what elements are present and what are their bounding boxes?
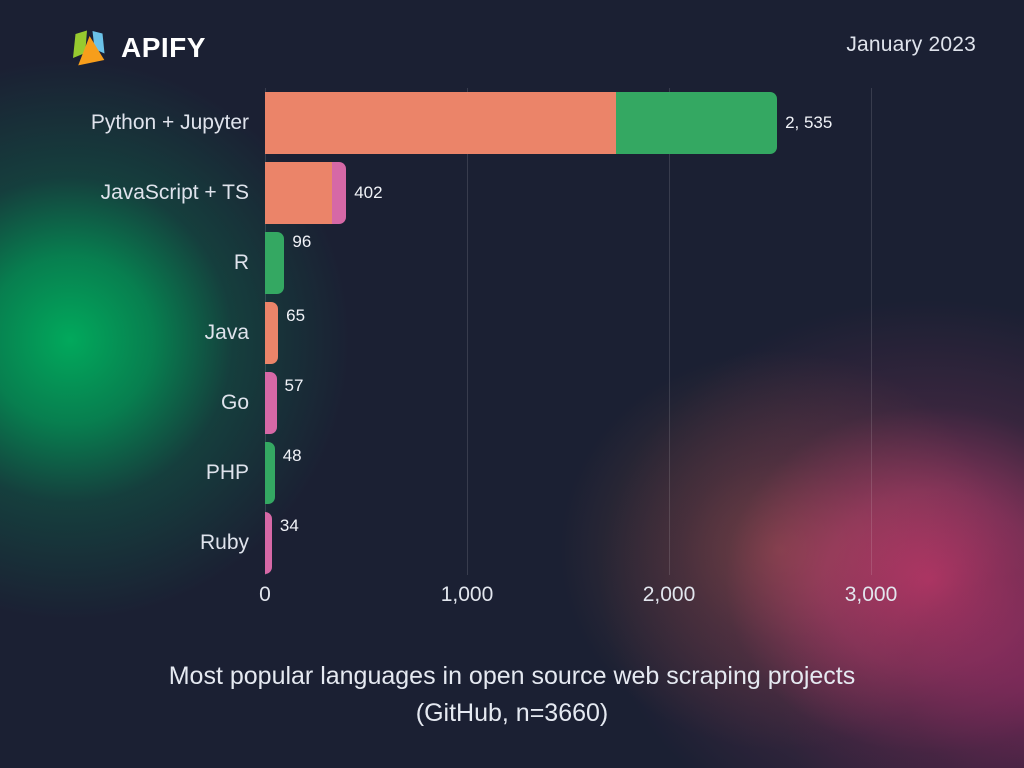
bar-segment	[331, 162, 347, 224]
category-label: PHP	[205, 461, 249, 484]
bar[interactable]	[265, 232, 285, 294]
category-label: Ruby	[199, 531, 249, 554]
bar-segment	[265, 92, 617, 154]
category-label: R	[233, 251, 249, 274]
bar-segment	[265, 512, 272, 574]
bar-segment	[616, 92, 778, 154]
bar-value-label: 34	[279, 516, 299, 535]
x-axis-tick-label: 2,000	[642, 583, 696, 606]
bar[interactable]	[265, 512, 272, 574]
bar[interactable]	[265, 302, 279, 364]
chart-row: Go 57	[0, 368, 1024, 438]
bar-segment	[265, 162, 332, 224]
bar-value-label: 65	[286, 306, 306, 325]
chart-caption: Most popular languages in open source we…	[0, 658, 1024, 732]
bar[interactable]	[265, 442, 275, 504]
bar-value-label: 2, 535	[785, 113, 833, 132]
chart-row: JavaScript + TS 402	[0, 158, 1024, 228]
bar-segment	[265, 232, 285, 294]
chart-row: Python + Jupyter 2, 535	[0, 88, 1024, 158]
bar-segment	[265, 442, 275, 504]
apify-logo-icon	[68, 27, 110, 69]
x-axis-tick-label: 1,000	[440, 583, 494, 606]
bar-value-label: 96	[292, 232, 312, 251]
chart-row: Ruby 34	[0, 508, 1024, 578]
bar-segment	[265, 372, 277, 434]
chart-header: APIFY January 2023	[0, 0, 1024, 84]
bar[interactable]	[265, 162, 347, 224]
bar[interactable]	[265, 372, 277, 434]
bar-value-label: 48	[282, 446, 302, 465]
category-label: JavaScript + TS	[100, 181, 249, 204]
chart-row: R 96	[0, 228, 1024, 298]
brand-logo: APIFY	[68, 27, 206, 69]
caption-line-2: (GitHub, n=3660)	[415, 699, 609, 727]
bar[interactable]	[265, 92, 778, 154]
bar-value-label: 57	[284, 376, 304, 395]
x-axis-tick-label: 3,000	[844, 583, 898, 606]
gridline-1000	[467, 88, 468, 575]
category-label: Go	[220, 391, 249, 414]
chart-row: Java 65	[0, 298, 1024, 368]
bar-value-label: 402	[354, 183, 383, 202]
category-label: Java	[204, 321, 249, 344]
caption-line-1: Most popular languages in open source we…	[168, 662, 856, 690]
bar-segment	[265, 302, 279, 364]
chart-row: PHP 48	[0, 438, 1024, 508]
category-label: Python + Jupyter	[90, 111, 249, 134]
date-label: January 2023	[846, 33, 976, 56]
brand-name: APIFY	[121, 32, 206, 63]
x-axis-tick-label: 0	[259, 583, 271, 606]
